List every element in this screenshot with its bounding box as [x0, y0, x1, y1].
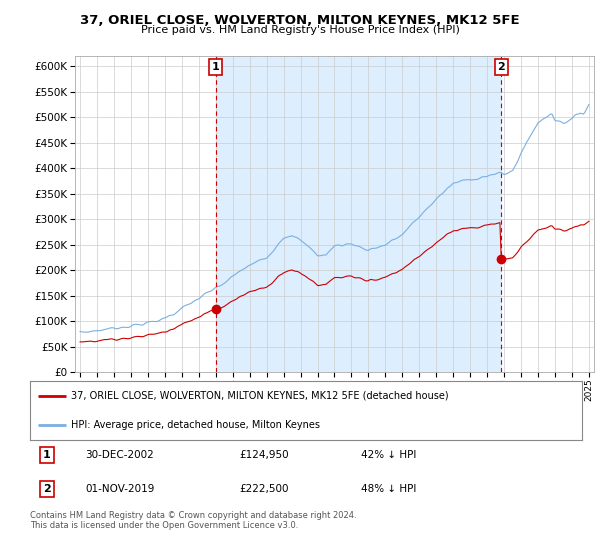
Text: £222,500: £222,500: [240, 484, 289, 494]
Text: 2: 2: [497, 62, 505, 72]
Text: 37, ORIEL CLOSE, WOLVERTON, MILTON KEYNES, MK12 5FE: 37, ORIEL CLOSE, WOLVERTON, MILTON KEYNE…: [80, 14, 520, 27]
Text: 01-NOV-2019: 01-NOV-2019: [85, 484, 155, 494]
Text: Contains HM Land Registry data © Crown copyright and database right 2024.
This d: Contains HM Land Registry data © Crown c…: [30, 511, 356, 530]
Text: HPI: Average price, detached house, Milton Keynes: HPI: Average price, detached house, Milt…: [71, 420, 320, 430]
Text: 1: 1: [212, 62, 220, 72]
Text: 37, ORIEL CLOSE, WOLVERTON, MILTON KEYNES, MK12 5FE (detached house): 37, ORIEL CLOSE, WOLVERTON, MILTON KEYNE…: [71, 390, 449, 400]
Text: Price paid vs. HM Land Registry's House Price Index (HPI): Price paid vs. HM Land Registry's House …: [140, 25, 460, 35]
Text: 30-DEC-2002: 30-DEC-2002: [85, 450, 154, 460]
Bar: [216, 56, 501, 372]
Text: 48% ↓ HPI: 48% ↓ HPI: [361, 484, 416, 494]
Text: 2: 2: [43, 484, 50, 494]
Text: £124,950: £124,950: [240, 450, 289, 460]
Text: 1: 1: [43, 450, 50, 460]
Text: 42% ↓ HPI: 42% ↓ HPI: [361, 450, 416, 460]
